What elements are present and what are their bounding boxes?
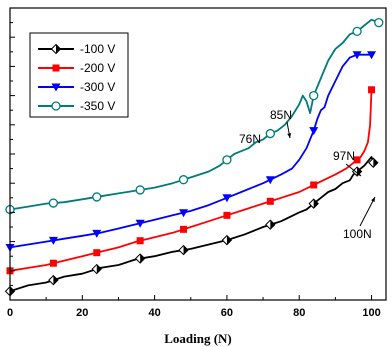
- marker-square: [93, 249, 101, 257]
- series-0: [4, 155, 379, 297]
- marker-diamond: [48, 274, 59, 286]
- marker-triangle: [92, 229, 102, 238]
- marker-triangle: [352, 51, 362, 60]
- annotation: 76N: [239, 132, 261, 146]
- marker-square: [223, 211, 231, 219]
- series-2: [5, 51, 377, 252]
- marker-diamond: [50, 43, 62, 55]
- x-tick-label: 0: [7, 307, 13, 319]
- ticks-layer: 0 20 40 60 80 100: [7, 22, 381, 319]
- series-line: [9, 18, 380, 211]
- legend-label: -300 V: [80, 80, 115, 94]
- annotation-arrowhead: [371, 197, 375, 202]
- marker-circle: [222, 155, 232, 165]
- annotation-label: 100N: [343, 227, 372, 241]
- x-tick-label: 40: [148, 307, 160, 319]
- marker-square: [353, 156, 361, 164]
- marker-triangle: [265, 176, 275, 185]
- legend-label: -200 V: [80, 61, 115, 75]
- marker-circle: [48, 198, 59, 208]
- marker-diamond: [368, 157, 379, 168]
- legend-entry: -100 V: [38, 42, 115, 56]
- marker-circle: [135, 185, 145, 195]
- marker-diamond: [221, 234, 233, 246]
- marker-circle: [178, 175, 189, 185]
- marker-diamond: [134, 253, 146, 264]
- x-tick-label: 60: [221, 307, 233, 319]
- series-3: [5, 17, 384, 215]
- annotation-arrow: [359, 196, 376, 227]
- legend-box: [29, 32, 129, 118]
- annotation: 97N: [333, 149, 362, 177]
- legend: -100 V -200 V -300 V -350 V: [29, 32, 129, 118]
- marker-square: [368, 86, 376, 94]
- marker-triangle: [135, 219, 145, 228]
- x-axis-label: Loading (N): [164, 331, 232, 346]
- x-tick-label: 20: [76, 307, 88, 319]
- marker-triangle: [367, 51, 377, 60]
- marker-diamond: [91, 263, 102, 275]
- marker-square: [180, 225, 188, 233]
- marker-circle: [265, 128, 275, 139]
- annotation-label: 97N: [333, 149, 355, 163]
- annotation-label: 76N: [239, 132, 261, 146]
- marker-triangle: [222, 194, 232, 203]
- marker-diamond: [265, 219, 276, 230]
- marker-circle: [51, 101, 61, 111]
- marker-triangle: [179, 209, 189, 218]
- marker-circle: [352, 26, 362, 37]
- annotation-label: 85N: [270, 108, 292, 122]
- marker-triangle: [51, 83, 61, 92]
- marker-circle: [92, 192, 102, 202]
- annotation-layer: 76N 85N 97N 100N: [239, 108, 376, 241]
- annotation: 100N: [343, 196, 376, 241]
- legend-entry: -300 V: [38, 80, 115, 94]
- x-tick-label: 100: [362, 307, 380, 319]
- legend-label: -100 V: [80, 42, 115, 56]
- marker-circle: [374, 17, 384, 28]
- x-tick-label: 80: [293, 307, 305, 319]
- marker-square: [310, 181, 318, 189]
- annotation-arrowhead: [356, 171, 361, 176]
- legend-entry: -200 V: [38, 61, 115, 75]
- marker-circle: [309, 90, 319, 101]
- marker-diamond: [308, 198, 319, 209]
- marker-triangle: [309, 127, 319, 136]
- annotation: 85N: [270, 108, 292, 139]
- marker-triangle: [48, 236, 58, 245]
- marker-square: [49, 259, 57, 267]
- annotation-arrowhead: [287, 133, 292, 138]
- marker-square: [266, 197, 274, 205]
- legend-label: -350 V: [80, 99, 115, 113]
- legend-entry: -350 V: [38, 99, 115, 113]
- marker-square: [52, 64, 60, 72]
- marker-diamond: [178, 244, 189, 256]
- marker-square: [136, 237, 144, 245]
